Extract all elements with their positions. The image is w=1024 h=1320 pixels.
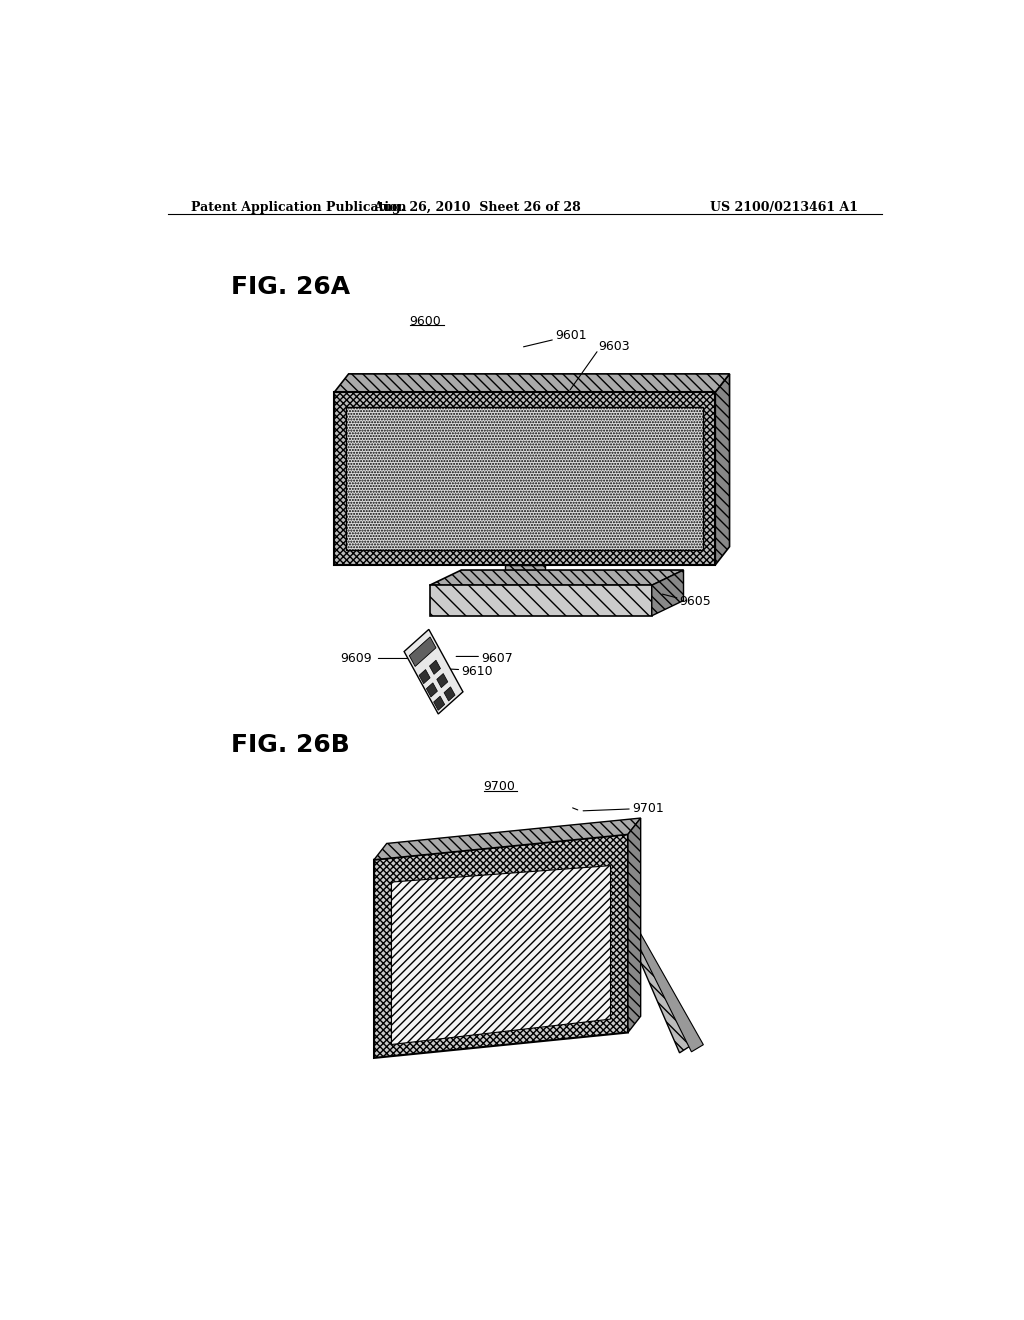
Polygon shape [624, 924, 695, 1053]
Polygon shape [437, 673, 447, 688]
Polygon shape [628, 818, 641, 1032]
Polygon shape [419, 669, 430, 684]
Polygon shape [334, 374, 729, 392]
Text: 9701: 9701 [632, 803, 664, 816]
Text: FIG. 26A: FIG. 26A [231, 276, 350, 300]
Polygon shape [430, 585, 652, 616]
Text: 9607: 9607 [481, 652, 513, 665]
Polygon shape [410, 638, 436, 667]
Polygon shape [391, 866, 610, 1044]
Polygon shape [430, 570, 684, 585]
Text: FIG. 26B: FIG. 26B [231, 733, 350, 756]
Polygon shape [374, 818, 641, 859]
Text: 9703: 9703 [392, 1010, 424, 1023]
Text: Patent Application Publication: Patent Application Publication [191, 201, 407, 214]
Polygon shape [433, 696, 444, 710]
Text: Aug. 26, 2010  Sheet 26 of 28: Aug. 26, 2010 Sheet 26 of 28 [374, 201, 581, 214]
Polygon shape [715, 374, 729, 565]
Text: 9601: 9601 [555, 329, 587, 342]
Polygon shape [444, 686, 455, 701]
Text: 9610: 9610 [461, 665, 493, 678]
Bar [505, 565, 545, 585]
Bar [346, 408, 703, 549]
Polygon shape [404, 630, 463, 714]
Text: 9603: 9603 [599, 341, 630, 352]
Polygon shape [652, 570, 684, 616]
Text: 9605: 9605 [680, 595, 712, 609]
Text: US 2100/0213461 A1: US 2100/0213461 A1 [710, 201, 858, 214]
Polygon shape [374, 834, 628, 1057]
Polygon shape [426, 682, 437, 697]
Text: 9700: 9700 [483, 780, 515, 793]
Bar [334, 392, 715, 565]
Polygon shape [631, 927, 703, 1052]
Text: 9600: 9600 [410, 314, 441, 327]
Text: 9609: 9609 [341, 652, 373, 665]
Polygon shape [429, 660, 440, 675]
